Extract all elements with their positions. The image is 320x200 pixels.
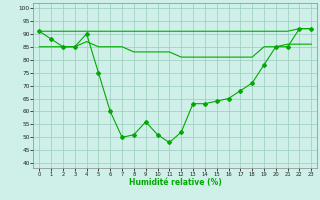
X-axis label: Humidité relative (%): Humidité relative (%) (129, 178, 222, 187)
